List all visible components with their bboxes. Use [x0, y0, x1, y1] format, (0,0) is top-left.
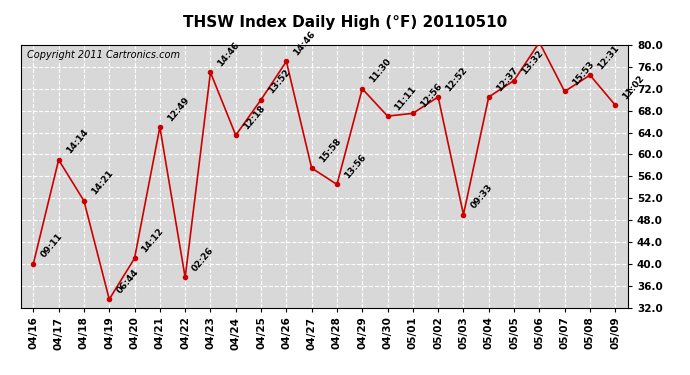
- Text: 11:11: 11:11: [393, 84, 418, 112]
- Text: 12:18: 12:18: [241, 104, 266, 131]
- Text: 13:08: 13:08: [0, 374, 1, 375]
- Text: 12:31: 12:31: [595, 43, 621, 71]
- Text: 11:02: 11:02: [621, 74, 646, 101]
- Text: 02:26: 02:26: [190, 246, 216, 273]
- Text: 09:11: 09:11: [39, 232, 64, 260]
- Text: 14:21: 14:21: [90, 169, 115, 197]
- Text: 13:32: 13:32: [520, 49, 545, 76]
- Text: 12:37: 12:37: [494, 65, 520, 93]
- Text: 12:49: 12:49: [166, 95, 191, 123]
- Text: 15:53: 15:53: [570, 60, 595, 87]
- Text: 14:14: 14:14: [64, 128, 90, 156]
- Text: 14:46: 14:46: [292, 29, 317, 57]
- Text: Copyright 2011 Cartronics.com: Copyright 2011 Cartronics.com: [27, 50, 180, 60]
- Text: 06:44: 06:44: [115, 267, 140, 295]
- Text: THSW Index Daily High (°F) 20110510: THSW Index Daily High (°F) 20110510: [183, 15, 507, 30]
- Text: 12:56: 12:56: [418, 81, 444, 109]
- Text: 09:33: 09:33: [469, 183, 494, 210]
- Text: 12:52: 12:52: [444, 65, 469, 93]
- Text: 13:56: 13:56: [342, 153, 368, 180]
- Text: 14:46: 14:46: [216, 40, 241, 68]
- Text: 11:30: 11:30: [368, 57, 393, 85]
- Text: 13:52: 13:52: [266, 68, 292, 96]
- Text: 15:58: 15:58: [317, 136, 342, 164]
- Text: 14:12: 14:12: [140, 226, 166, 254]
